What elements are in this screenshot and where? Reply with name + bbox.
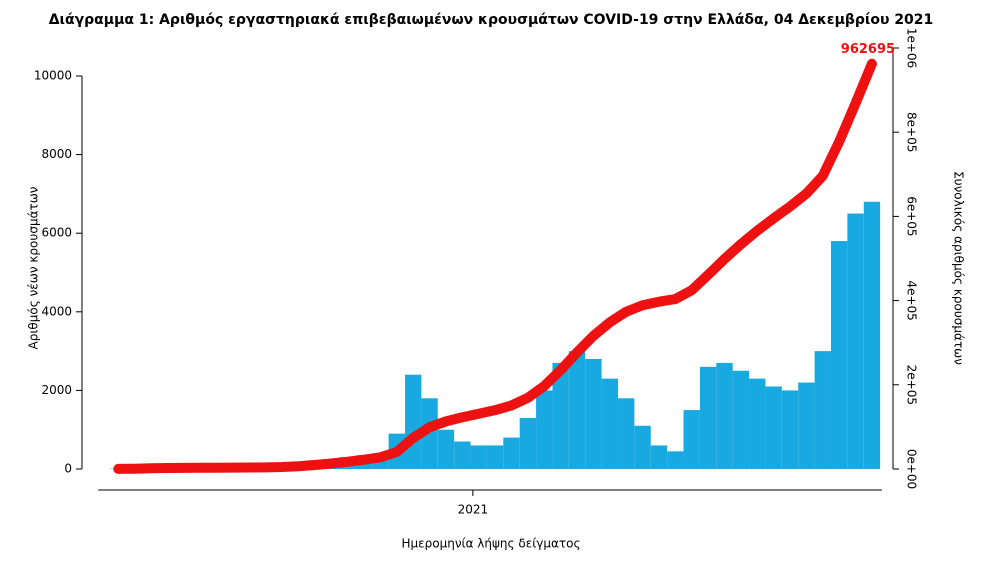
bar: [650, 445, 668, 470]
bar: [421, 398, 438, 470]
bar: [568, 351, 586, 470]
bar: [634, 425, 651, 470]
bar: [847, 213, 864, 470]
y2-tick-label: 8e+05: [905, 112, 919, 152]
bar: [699, 366, 717, 470]
bar: [470, 445, 487, 470]
y-tick-label: 2000: [41, 383, 72, 397]
bar: [536, 390, 553, 470]
bar: [814, 351, 831, 470]
bar: [486, 445, 504, 470]
bar: [503, 437, 520, 470]
bar: [519, 417, 537, 470]
chart-title: Διάγραμμα 1: Αριθμός εργαστηριακά επιβεβ…: [49, 12, 934, 28]
bar: [863, 201, 881, 470]
y-tick-label: 4000: [41, 304, 72, 318]
x-axis-label: Ημερομηνία λήψης δείγματος: [401, 537, 580, 551]
x-tick-label: 2021: [458, 503, 489, 517]
y-tick-label: 6000: [41, 226, 72, 240]
bar: [732, 370, 750, 470]
bar: [454, 441, 471, 470]
bar: [749, 378, 766, 470]
bar: [437, 429, 455, 470]
y2-tick-label: 6e+05: [905, 196, 919, 236]
bar: [830, 241, 848, 470]
bar: [683, 410, 700, 470]
bar: [601, 378, 618, 470]
y-tick-label: 8000: [41, 147, 72, 161]
bar: [798, 382, 815, 470]
y2-tick-label: 2e+05: [905, 365, 919, 405]
bar: [585, 358, 602, 470]
y2-tick-label: 4e+05: [905, 280, 919, 320]
bar: [765, 386, 782, 470]
y2-tick-label: 0e+00: [905, 449, 919, 489]
y2-axis-label: Συνολικός αριθμός κρουσμάτων: [952, 171, 966, 365]
bar: [716, 362, 733, 470]
bar: [404, 374, 422, 470]
y-axis-label: Αριθμός νέων κρουσμάτων: [27, 186, 41, 349]
bar: [552, 362, 569, 470]
y-tick-label: 10000: [34, 68, 72, 82]
bar: [781, 390, 799, 470]
annotation: 962695: [841, 42, 895, 57]
bar: [667, 451, 684, 470]
line: [113, 58, 877, 474]
y2-tick-label: 1e+06: [905, 28, 919, 68]
bar: [617, 398, 635, 470]
y-tick-label: 0: [64, 462, 72, 476]
